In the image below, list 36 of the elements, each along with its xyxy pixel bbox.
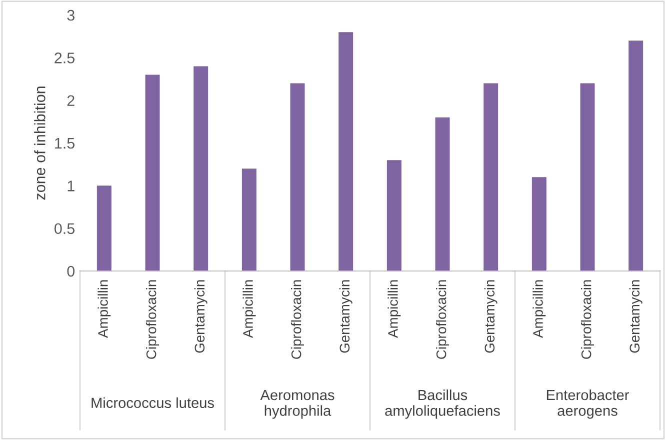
x-tick-label: Ciprofloxacin	[436, 280, 449, 359]
bar	[484, 83, 498, 271]
y-tick-label: 1.5	[55, 138, 74, 149]
x-tick-label: Gentamycin	[194, 280, 208, 353]
bar	[532, 177, 546, 271]
bar	[96, 186, 112, 271]
bar	[145, 74, 160, 271]
x-tick-label: Ampicillin	[242, 280, 256, 338]
x-tick-label: Ciprofloxacin	[581, 280, 594, 359]
bar	[290, 83, 305, 271]
x-tick-label: Gentamycin	[484, 280, 498, 353]
y-tick-label: 1	[68, 180, 74, 192]
bar	[628, 40, 644, 271]
bar	[194, 66, 208, 271]
x-tick-label: Ampicillin	[98, 280, 111, 338]
x-tick-label: Ciprofloxacin	[146, 280, 159, 359]
x-tick-label: Gentamycin	[629, 280, 642, 353]
x-tick-label: Gentamycin	[339, 280, 352, 353]
text: Aeromonas hydrophila	[260, 390, 334, 419]
x-tick-label: Ampicillin	[532, 280, 546, 338]
bar	[580, 83, 595, 271]
text: Bacillus amyloliquefaciens	[385, 389, 500, 419]
bar	[386, 160, 402, 271]
text: Micrococcus luteus	[92, 397, 214, 408]
bar	[242, 168, 256, 271]
y-tick-label: 2.5	[54, 52, 74, 64]
y-tick-label: 0	[67, 266, 75, 277]
x-tick-label: Ciprofloxacin	[291, 280, 304, 359]
bar	[338, 32, 354, 271]
text: Enterobacter aerogens	[546, 389, 630, 419]
bar	[435, 117, 450, 271]
y-axis-title: zone of inhibition	[34, 86, 46, 200]
x-tick-label: Ampicillin	[388, 280, 401, 338]
y-tick-label: 3	[67, 10, 74, 21]
y-tick-label: 2	[67, 95, 74, 106]
y-tick-label: 0.5	[54, 223, 74, 234]
